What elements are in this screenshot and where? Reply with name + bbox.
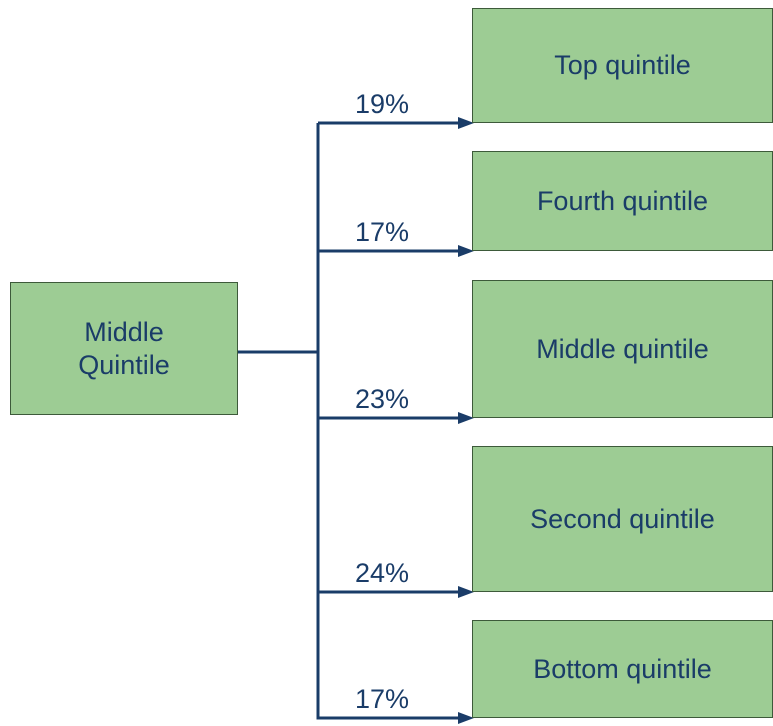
arrow-head — [458, 586, 474, 598]
target-node: Bottom quintile — [472, 620, 773, 718]
edge-label: 19% — [355, 89, 410, 119]
edge-label: 24% — [355, 558, 410, 588]
target-node: Fourth quintile — [472, 151, 773, 251]
target-node: Top quintile — [472, 8, 773, 123]
arrow-head — [458, 117, 474, 129]
source-node: Middle Quintile — [10, 282, 238, 415]
target-node: Middle quintile — [472, 280, 773, 418]
arrow-head — [458, 412, 474, 424]
edge-label: 17% — [355, 217, 410, 247]
target-node: Second quintile — [472, 446, 773, 592]
edge-label: 17% — [355, 684, 410, 714]
arrow-head — [458, 245, 474, 257]
edge-label: 23% — [355, 384, 410, 414]
arrow-head — [458, 712, 474, 724]
